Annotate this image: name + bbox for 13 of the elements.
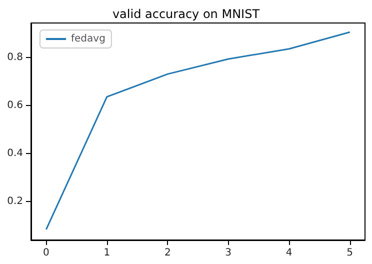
legend-label: fedavg	[71, 34, 106, 44]
line-series	[45, 31, 351, 230]
y-tick-label: 0.2	[7, 196, 23, 207]
y-tick-label: 0.6	[7, 100, 23, 111]
x-tick-label: 2	[164, 248, 171, 258]
x-tick-label: 4	[286, 248, 292, 258]
y-tick-label: 0.4	[7, 148, 23, 159]
chart-title: valid accuracy on MNIST	[112, 7, 260, 21]
x-tick-label: 3	[225, 248, 232, 258]
x-tick-label: 0	[42, 248, 50, 258]
y-tick-label: 0.8	[7, 52, 23, 64]
x-tick-label: 1	[104, 248, 110, 258]
x-tick-label: 5	[346, 248, 354, 258]
